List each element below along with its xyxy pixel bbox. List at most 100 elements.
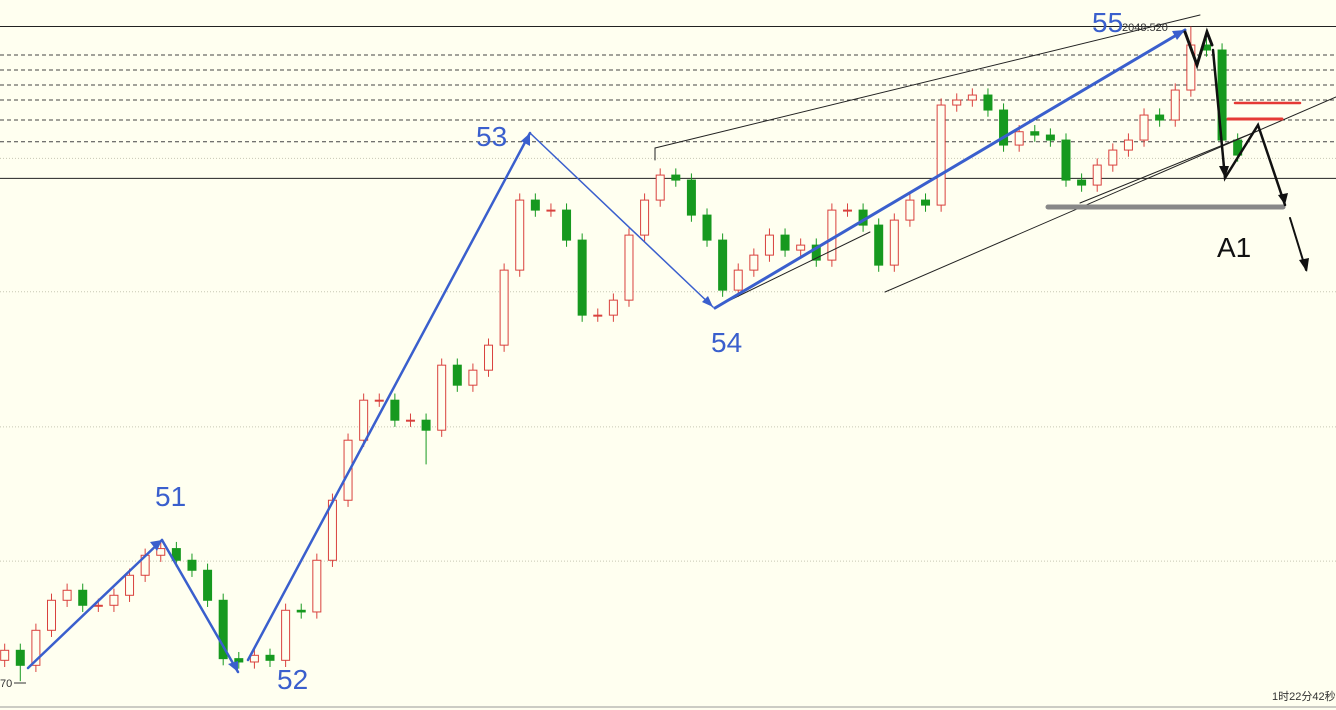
wave-label: 54 (711, 327, 742, 358)
arrow-head (1219, 166, 1229, 178)
timer: 1时22分42秒 (1272, 689, 1336, 703)
arrow-head (1299, 258, 1309, 272)
candle-body (1139, 114, 1149, 141)
candle-body (780, 234, 790, 251)
candle-body (905, 199, 915, 221)
arrow-head (702, 296, 713, 307)
candle-body (31, 629, 41, 666)
candle-body (93, 604, 103, 607)
candle-body (343, 439, 353, 501)
levels (0, 26, 1336, 562)
channel-line (719, 231, 871, 306)
candle-body (234, 658, 244, 663)
candle-body (484, 344, 494, 371)
wave-line (26, 538, 164, 670)
candle-body (390, 399, 400, 421)
candle-body (374, 399, 384, 402)
candle-body (827, 209, 837, 261)
candle-body (78, 589, 88, 606)
candle-body (686, 179, 696, 216)
candle-body (218, 599, 228, 660)
candle-body (889, 219, 899, 266)
wave-label: A1 (1217, 232, 1251, 263)
candle-body (718, 239, 728, 291)
annotations (26, 14, 1336, 674)
candle-body (999, 109, 1009, 146)
candle-body (702, 214, 712, 241)
arrow-head (1278, 193, 1288, 205)
candle-body (1030, 131, 1040, 136)
wave-line (160, 538, 240, 674)
candle-body (577, 239, 587, 316)
wave-line (529, 132, 714, 308)
low-label: 70 (0, 678, 12, 690)
candle-body (593, 314, 603, 317)
candle-body (640, 199, 650, 236)
wave-label: 52 (277, 664, 308, 695)
candle-body (1233, 139, 1243, 156)
candle-body (125, 574, 135, 596)
candle-body (47, 599, 57, 631)
candle-body (0, 649, 10, 661)
candle-body (452, 364, 462, 386)
candle-body (281, 609, 291, 661)
candle-body (921, 199, 931, 206)
candles (0, 26, 1243, 682)
arrow-head (228, 661, 238, 672)
candle-body (655, 174, 665, 201)
candle-body (1014, 131, 1024, 146)
candle-body (733, 269, 743, 291)
candle-body (1045, 134, 1055, 141)
candle-body (515, 199, 525, 271)
wave-line (246, 131, 532, 662)
channel-line (1079, 129, 1261, 204)
candle-body (405, 419, 415, 422)
candle-body (936, 104, 946, 206)
candle-body (187, 559, 197, 571)
candle-body (671, 174, 681, 181)
candle-body (1155, 114, 1165, 121)
candle-body (796, 244, 806, 251)
candle-body (952, 99, 962, 106)
candle-body (624, 234, 634, 301)
candle-body (1077, 179, 1087, 186)
candle-body (1108, 149, 1118, 166)
arrow-head (521, 133, 530, 146)
candle-body (530, 199, 540, 211)
candle-body (421, 419, 431, 431)
candle-body (249, 654, 259, 663)
candle-body (62, 589, 72, 601)
wave-label: 55 (1092, 7, 1123, 38)
wave-line (1183, 27, 1214, 70)
channel-line (654, 14, 1201, 149)
candle-body (1061, 139, 1071, 181)
candle-body (156, 548, 166, 556)
arrow-head (150, 540, 162, 551)
candle-body (546, 209, 556, 212)
projection-line (1211, 48, 1287, 207)
arrow-head (1172, 30, 1185, 40)
candle-body (1123, 139, 1133, 151)
candle-body (109, 594, 119, 606)
candle-body (468, 369, 478, 386)
candle-body (265, 654, 275, 661)
candle-body (499, 269, 509, 346)
candle-body (312, 559, 322, 613)
candle-body (842, 209, 852, 212)
candle-body (983, 94, 993, 111)
candle-body (764, 234, 774, 256)
high-label: 2048.520 (1122, 22, 1168, 34)
wave-label: 51 (155, 481, 186, 512)
candle-body (967, 94, 977, 101)
candle-body (203, 569, 213, 601)
candle-body (437, 364, 447, 431)
candle-body (171, 548, 181, 561)
candle-body (1092, 164, 1102, 186)
candle-body (562, 209, 572, 241)
candle-body (608, 299, 618, 316)
candle-body (296, 609, 306, 613)
candle-body (359, 399, 369, 441)
candle-body (1170, 89, 1180, 121)
